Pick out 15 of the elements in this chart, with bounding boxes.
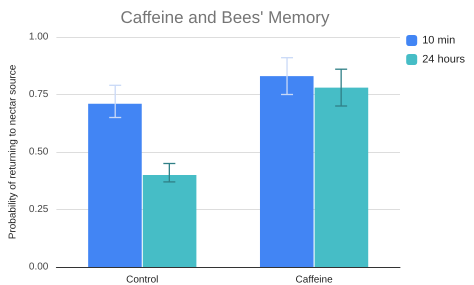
chart-title: Caffeine and Bees' Memory <box>120 8 330 27</box>
y-tick-label: 0.50 <box>28 146 49 158</box>
y-tick-label: 1.00 <box>28 32 49 42</box>
y-tick-label: 0.25 <box>28 204 49 215</box>
legend-label: 10 min <box>422 34 456 46</box>
x-tick-label: Caffeine <box>296 274 334 285</box>
bar <box>260 76 314 267</box>
bar <box>88 104 142 267</box>
bar <box>314 88 368 267</box>
bar <box>142 175 196 267</box>
y-axis-title: Probability of returning to nectar source <box>8 64 18 240</box>
y-tick-label: 0.00 <box>28 262 49 272</box>
legend-label: 24 hours <box>422 54 466 66</box>
x-tick-label: Control <box>126 274 158 285</box>
y-tick-label: 0.75 <box>28 89 49 100</box>
